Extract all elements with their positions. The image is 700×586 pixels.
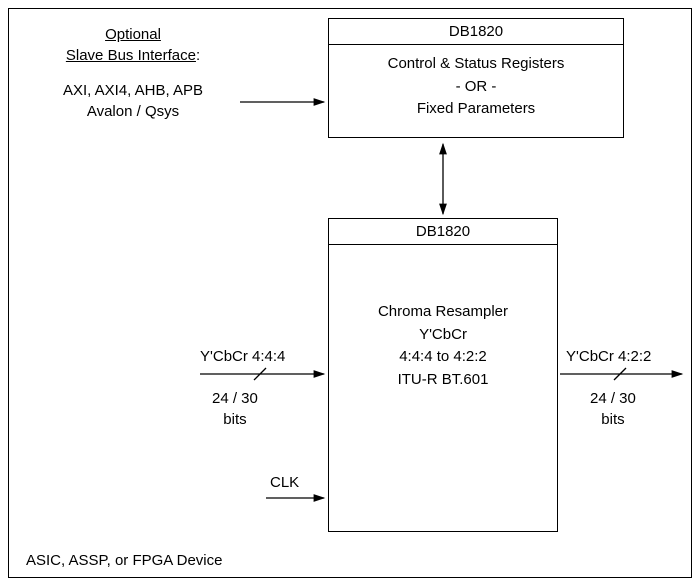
resampler-block: DB1820 Chroma Resampler Y'CbCr 4:4:4 to … xyxy=(328,218,558,532)
diagram-canvas: Optional Slave Bus Interface: AXI, AXI4,… xyxy=(0,0,700,586)
interface-line-2: Avalon / Qsys xyxy=(28,101,238,122)
right-signal-bits: 24 / 30 bits xyxy=(590,388,636,430)
resampler-block-title: DB1820 xyxy=(329,219,557,245)
interface-label: Optional Slave Bus Interface: AXI, AXI4,… xyxy=(28,24,238,122)
left-signal-name: Y'CbCr 4:4:4 xyxy=(200,346,285,367)
right-signal-name: Y'CbCr 4:2:2 xyxy=(566,346,651,367)
left-signal-bits: 24 / 30 bits xyxy=(212,388,258,430)
csr-block-title: DB1820 xyxy=(329,19,623,45)
csr-block: DB1820 Control & Status Registers - OR -… xyxy=(328,18,624,138)
interface-title: Optional xyxy=(105,26,161,43)
interface-subtitle: Slave Bus Interface xyxy=(66,47,196,64)
resampler-block-body: Chroma Resampler Y'CbCr 4:4:4 to 4:2:2 I… xyxy=(329,245,557,399)
csr-block-body: Control & Status Registers - OR - Fixed … xyxy=(329,45,623,129)
clk-label: CLK xyxy=(270,472,299,493)
interface-line-1: AXI, AXI4, AHB, APB xyxy=(28,80,238,101)
device-footer: ASIC, ASSP, or FPGA Device xyxy=(26,550,222,571)
